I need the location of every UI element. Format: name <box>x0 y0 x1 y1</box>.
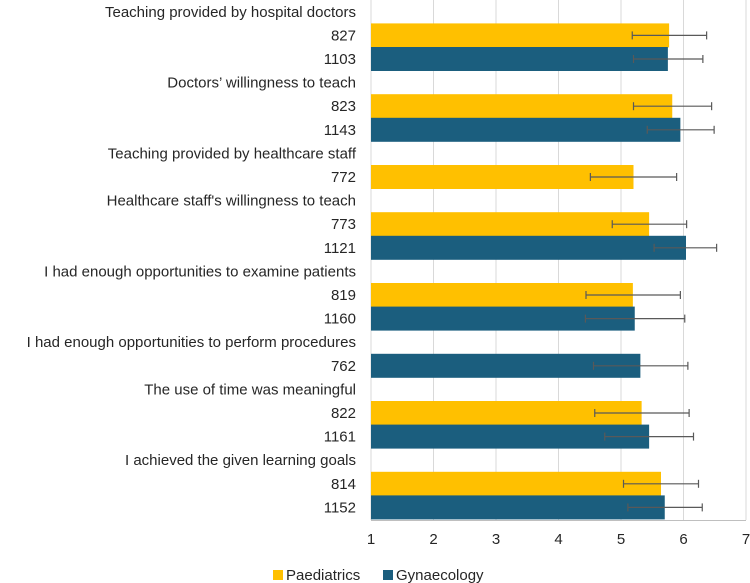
group-title: Teaching provided by healthcare staff <box>108 145 357 162</box>
bar-label: 1143 <box>324 122 356 139</box>
bar-label: 1103 <box>324 51 356 68</box>
x-tick-label: 1 <box>367 531 375 548</box>
x-tick-label: 4 <box>554 531 562 548</box>
bar-label: 823 <box>331 98 356 115</box>
error-bar <box>646 125 715 134</box>
x-tick-label: 5 <box>617 531 625 548</box>
bar-paediatrics <box>371 23 670 48</box>
error-bar <box>632 102 713 111</box>
error-bar <box>627 503 703 512</box>
x-tick-label: 7 <box>742 531 750 548</box>
bar-gynaecology <box>371 424 650 449</box>
error-bar <box>611 220 688 229</box>
x-tick-label: 3 <box>492 531 500 548</box>
bar-label: 1121 <box>324 240 356 257</box>
bar-gynaecology <box>371 495 665 520</box>
bar-gynaecology <box>371 47 668 71</box>
group-title: Teaching provided by hospital doctors <box>105 4 356 21</box>
bar-label: 1161 <box>324 429 356 446</box>
error-bar <box>589 173 678 181</box>
bar-paediatrics <box>371 165 634 189</box>
bar-label: 1152 <box>324 499 356 516</box>
bar-label: 822 <box>331 405 356 422</box>
error-bar <box>584 314 686 323</box>
legend-label: Paediatrics <box>286 567 360 583</box>
bar-paediatrics <box>371 212 650 237</box>
bar-paediatrics <box>371 471 661 496</box>
x-tick-label: 2 <box>429 531 437 548</box>
legend-label: Gynaecology <box>396 567 484 583</box>
x-tick-label: 6 <box>679 531 687 548</box>
bar-gynaecology <box>371 117 681 142</box>
error-bar <box>585 291 681 299</box>
error-bar <box>604 432 695 441</box>
legend-swatch-paediatrics <box>273 570 283 580</box>
bar-paediatrics <box>371 94 673 119</box>
rows: Teaching provided by hospital doctors 827… <box>27 4 718 520</box>
error-bar <box>594 409 690 417</box>
group-title: I had enough opportunities to perform pr… <box>27 334 356 351</box>
bar-label: 773 <box>331 216 356 233</box>
bar-gynaecology <box>371 235 686 260</box>
error-bar <box>592 361 689 370</box>
legend: Paediatrics Gynaecology <box>273 567 484 583</box>
gridlines <box>370 0 747 520</box>
bar-label: 772 <box>331 169 356 186</box>
error-bar <box>632 55 704 63</box>
group-title: I had enough opportunities to examine pa… <box>44 263 356 280</box>
bar-label: 827 <box>331 27 356 44</box>
error-bar <box>622 479 700 488</box>
group-title: Healthcare staff's willingness to teach <box>107 193 356 210</box>
bar-label: 814 <box>331 476 356 493</box>
x-axis: 1 2 3 4 5 6 7 <box>367 520 750 548</box>
bar-label: 762 <box>331 358 356 375</box>
bar-label: 819 <box>331 287 356 304</box>
error-bar <box>631 31 708 40</box>
error-bar <box>653 243 718 252</box>
bar-label: 1160 <box>324 311 356 328</box>
group-title: I achieved the given learning goals <box>125 452 356 469</box>
group-title: The use of time was meaningful <box>144 381 356 398</box>
legend-swatch-gynaecology <box>383 570 393 580</box>
group-title: Doctors’ willingness to teach <box>167 75 356 92</box>
